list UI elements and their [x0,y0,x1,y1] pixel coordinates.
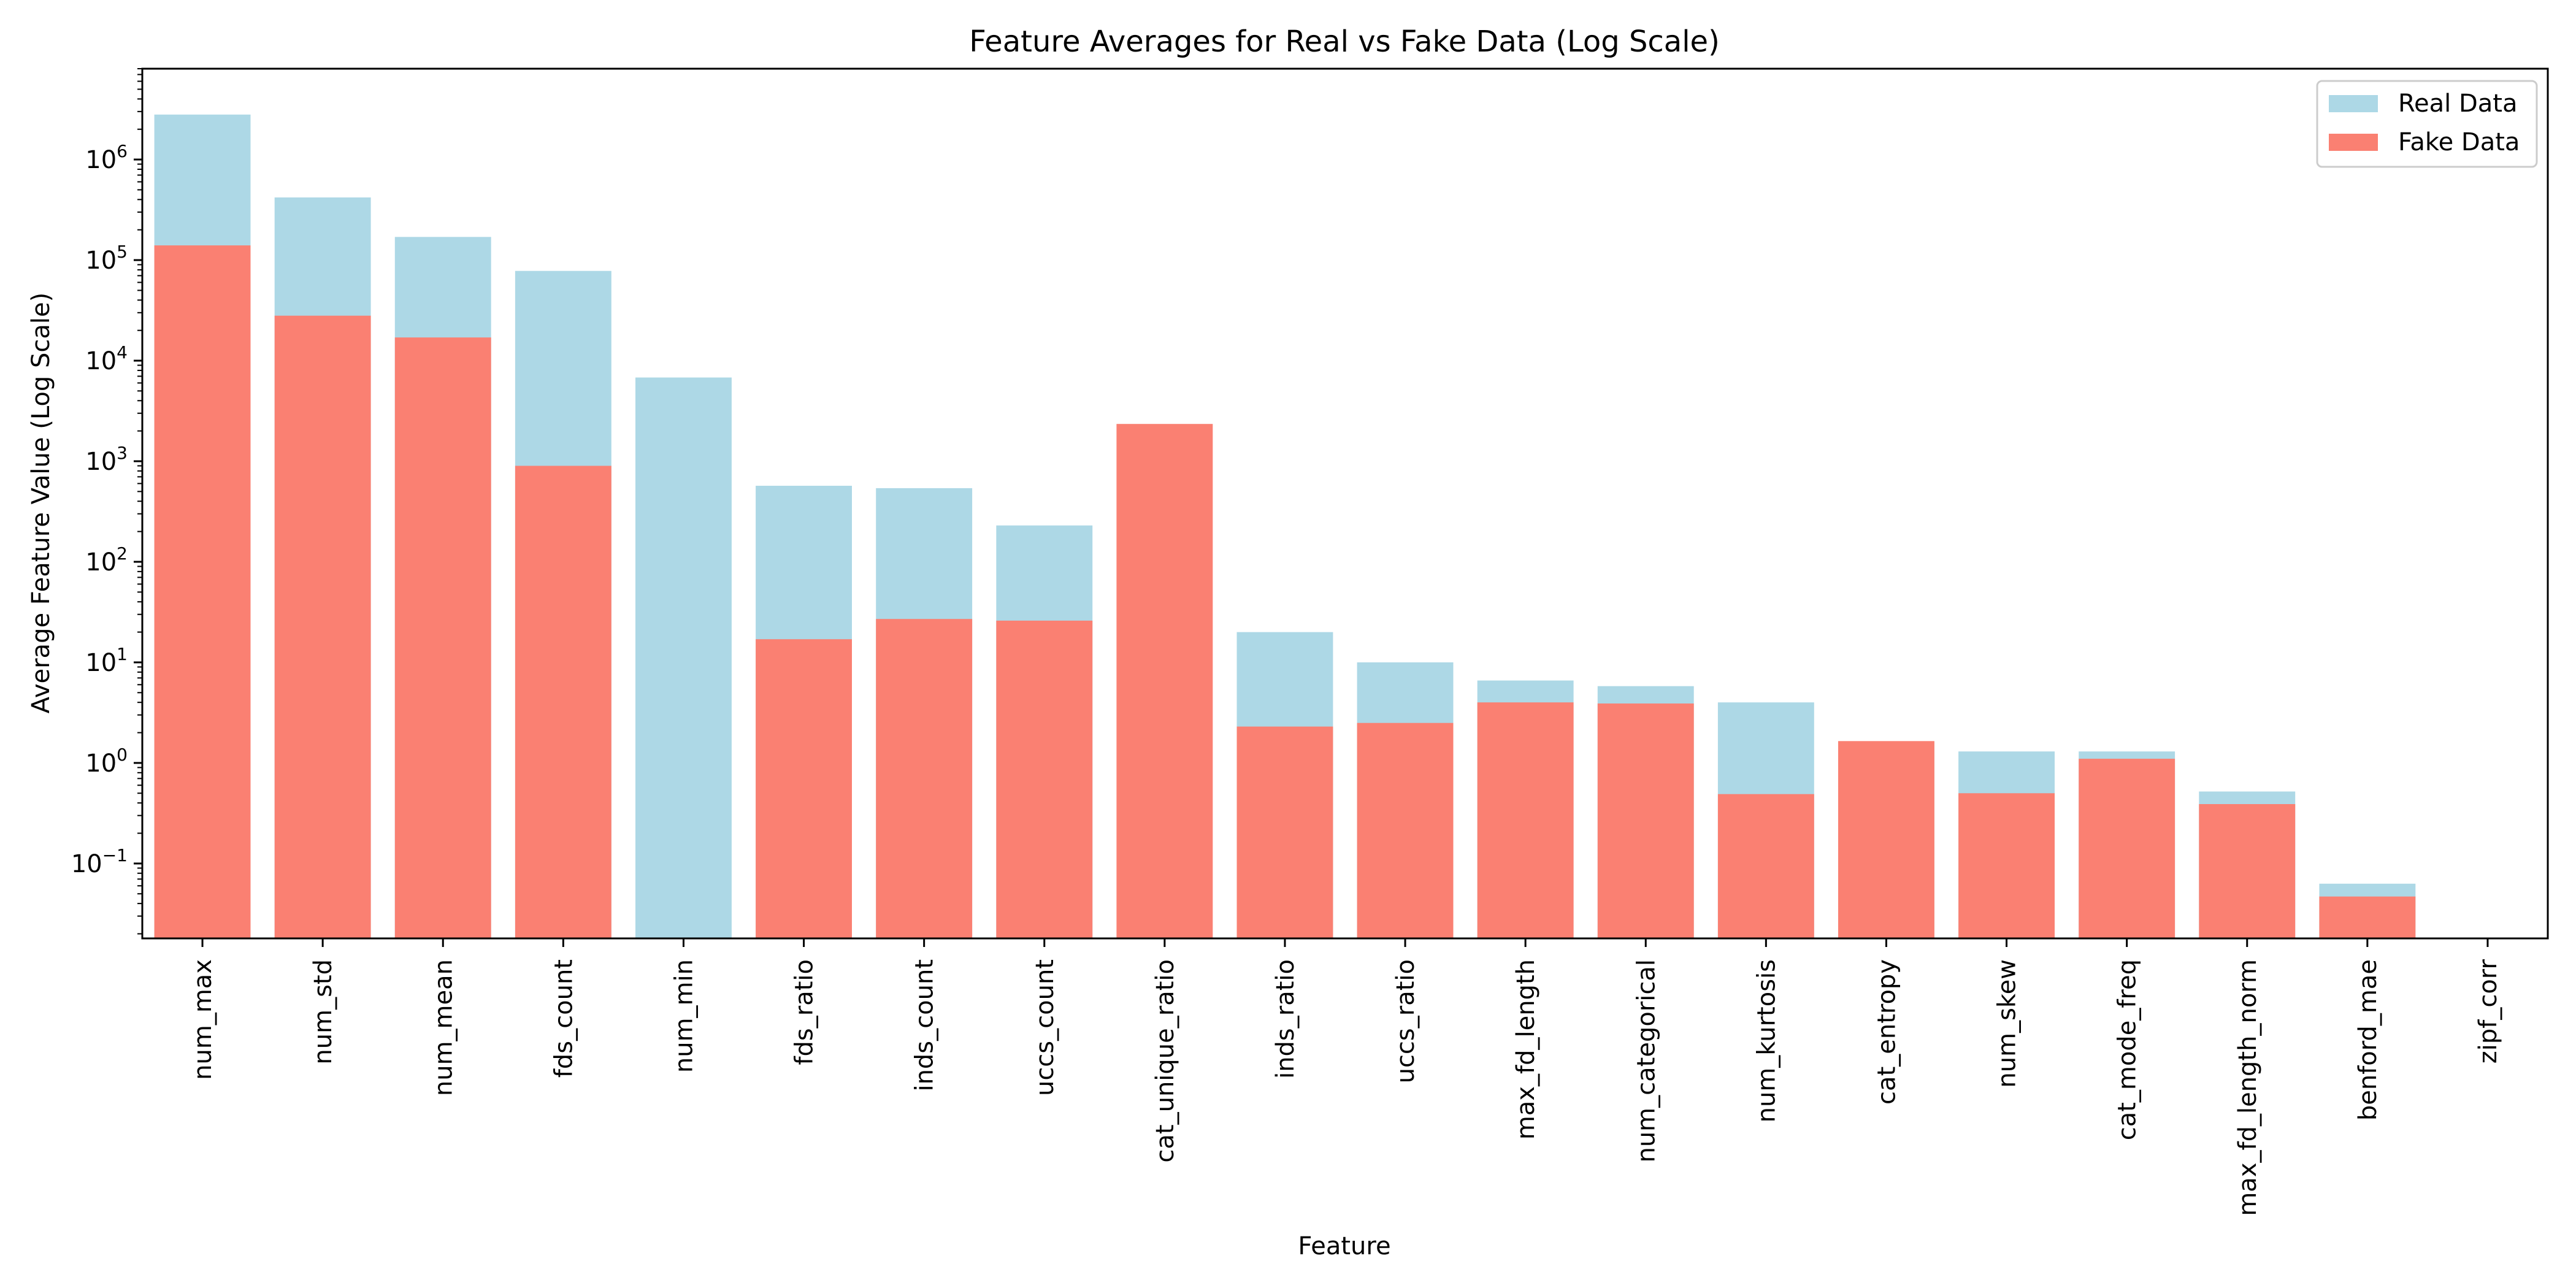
x-tick-label: inds_ratio [1271,959,1300,1079]
y-tick-label: 103 [85,443,128,476]
x-tick-label: max_fd_length [1512,959,1540,1140]
x-tick-label: num_max [189,959,217,1080]
x-tick-label: max_fd_length_norm [2234,959,2262,1216]
x-tick-label: num_std [309,959,337,1065]
bar-real-num_min [635,377,732,938]
y-tick-label: 101 [85,644,128,677]
chart-title: Feature Averages for Real vs Fake Data (… [969,25,1720,59]
bar-fake-cat_mode_freq [2079,759,2175,938]
x-tick-label: cat_unique_ratio [1151,959,1179,1163]
x-tick-label: num_mean [429,959,458,1096]
fake-data-series [154,245,2416,939]
bar-fake-num_mean [394,337,491,938]
x-axis: num_max num_std num_mean fds_count num_min fd… [189,938,2502,1216]
bar-fake-inds_count [876,619,973,938]
legend-label-real: Real Data [2398,90,2517,118]
y-tick-label: 100 [85,745,128,778]
x-tick-label: num_kurtosis [1752,959,1781,1122]
bar-fake-num_skew [1958,793,2055,938]
bar-fake-max_fd_length_norm [2199,804,2296,938]
x-tick-label: num_min [670,959,698,1073]
bar-fake-fds_ratio [756,639,852,938]
y-tick-label: 106 [85,141,128,174]
x-tick-label: cat_entropy [1873,959,1901,1105]
y-tick-label: 102 [85,543,128,577]
bar-fake-uccs_count [996,620,1093,938]
y-tick-label: 104 [85,342,128,375]
x-tick-label: zipf_corr [2474,959,2502,1064]
legend-label-fake: Fake Data [2398,128,2520,156]
plot-frame [141,67,2549,940]
legend-swatch-fake [2329,134,2378,151]
y-tick-label: 105 [85,242,128,275]
y-tick-label: 10−1 [71,845,128,878]
bar-fake-max_fd_length [1477,702,1574,938]
bar-fake-num_categorical [1597,703,1694,938]
x-tick-label: benford_mae [2354,959,2382,1121]
bar-fake-uccs_ratio [1357,723,1454,938]
x-axis-title: Feature [1298,1232,1390,1260]
bar-fake-cat_entropy [1838,741,1934,938]
x-tick-label: cat_mode_freq [2114,959,2142,1140]
y-axis: 10−1 100 101 102 103 104 105 106 [71,68,144,938]
bar-fake-num_max [154,245,251,939]
bar-fake-benford_mae [2319,896,2416,938]
legend: Real Data Fake Data [2316,80,2538,168]
x-tick-label: num_skew [1993,959,2022,1088]
bar-fake-inds_ratio [1236,726,1333,938]
y-axis-title: Average Feature Value (Log Scale) [27,293,55,713]
bar-fake-fds_count [515,466,611,938]
bar-fake-num_kurtosis [1717,794,1814,938]
bar-fake-num_std [274,315,371,938]
legend-swatch-real [2329,95,2378,112]
x-tick-label: fds_count [550,959,578,1078]
x-tick-label: uccs_ratio [1392,959,1420,1083]
x-tick-label: inds_count [911,959,939,1092]
x-tick-label: num_categorical [1632,959,1660,1163]
x-tick-label: fds_ratio [791,959,819,1065]
x-tick-label: uccs_count [1031,959,1059,1096]
bar-fake-cat_unique_ratio [1116,424,1213,938]
